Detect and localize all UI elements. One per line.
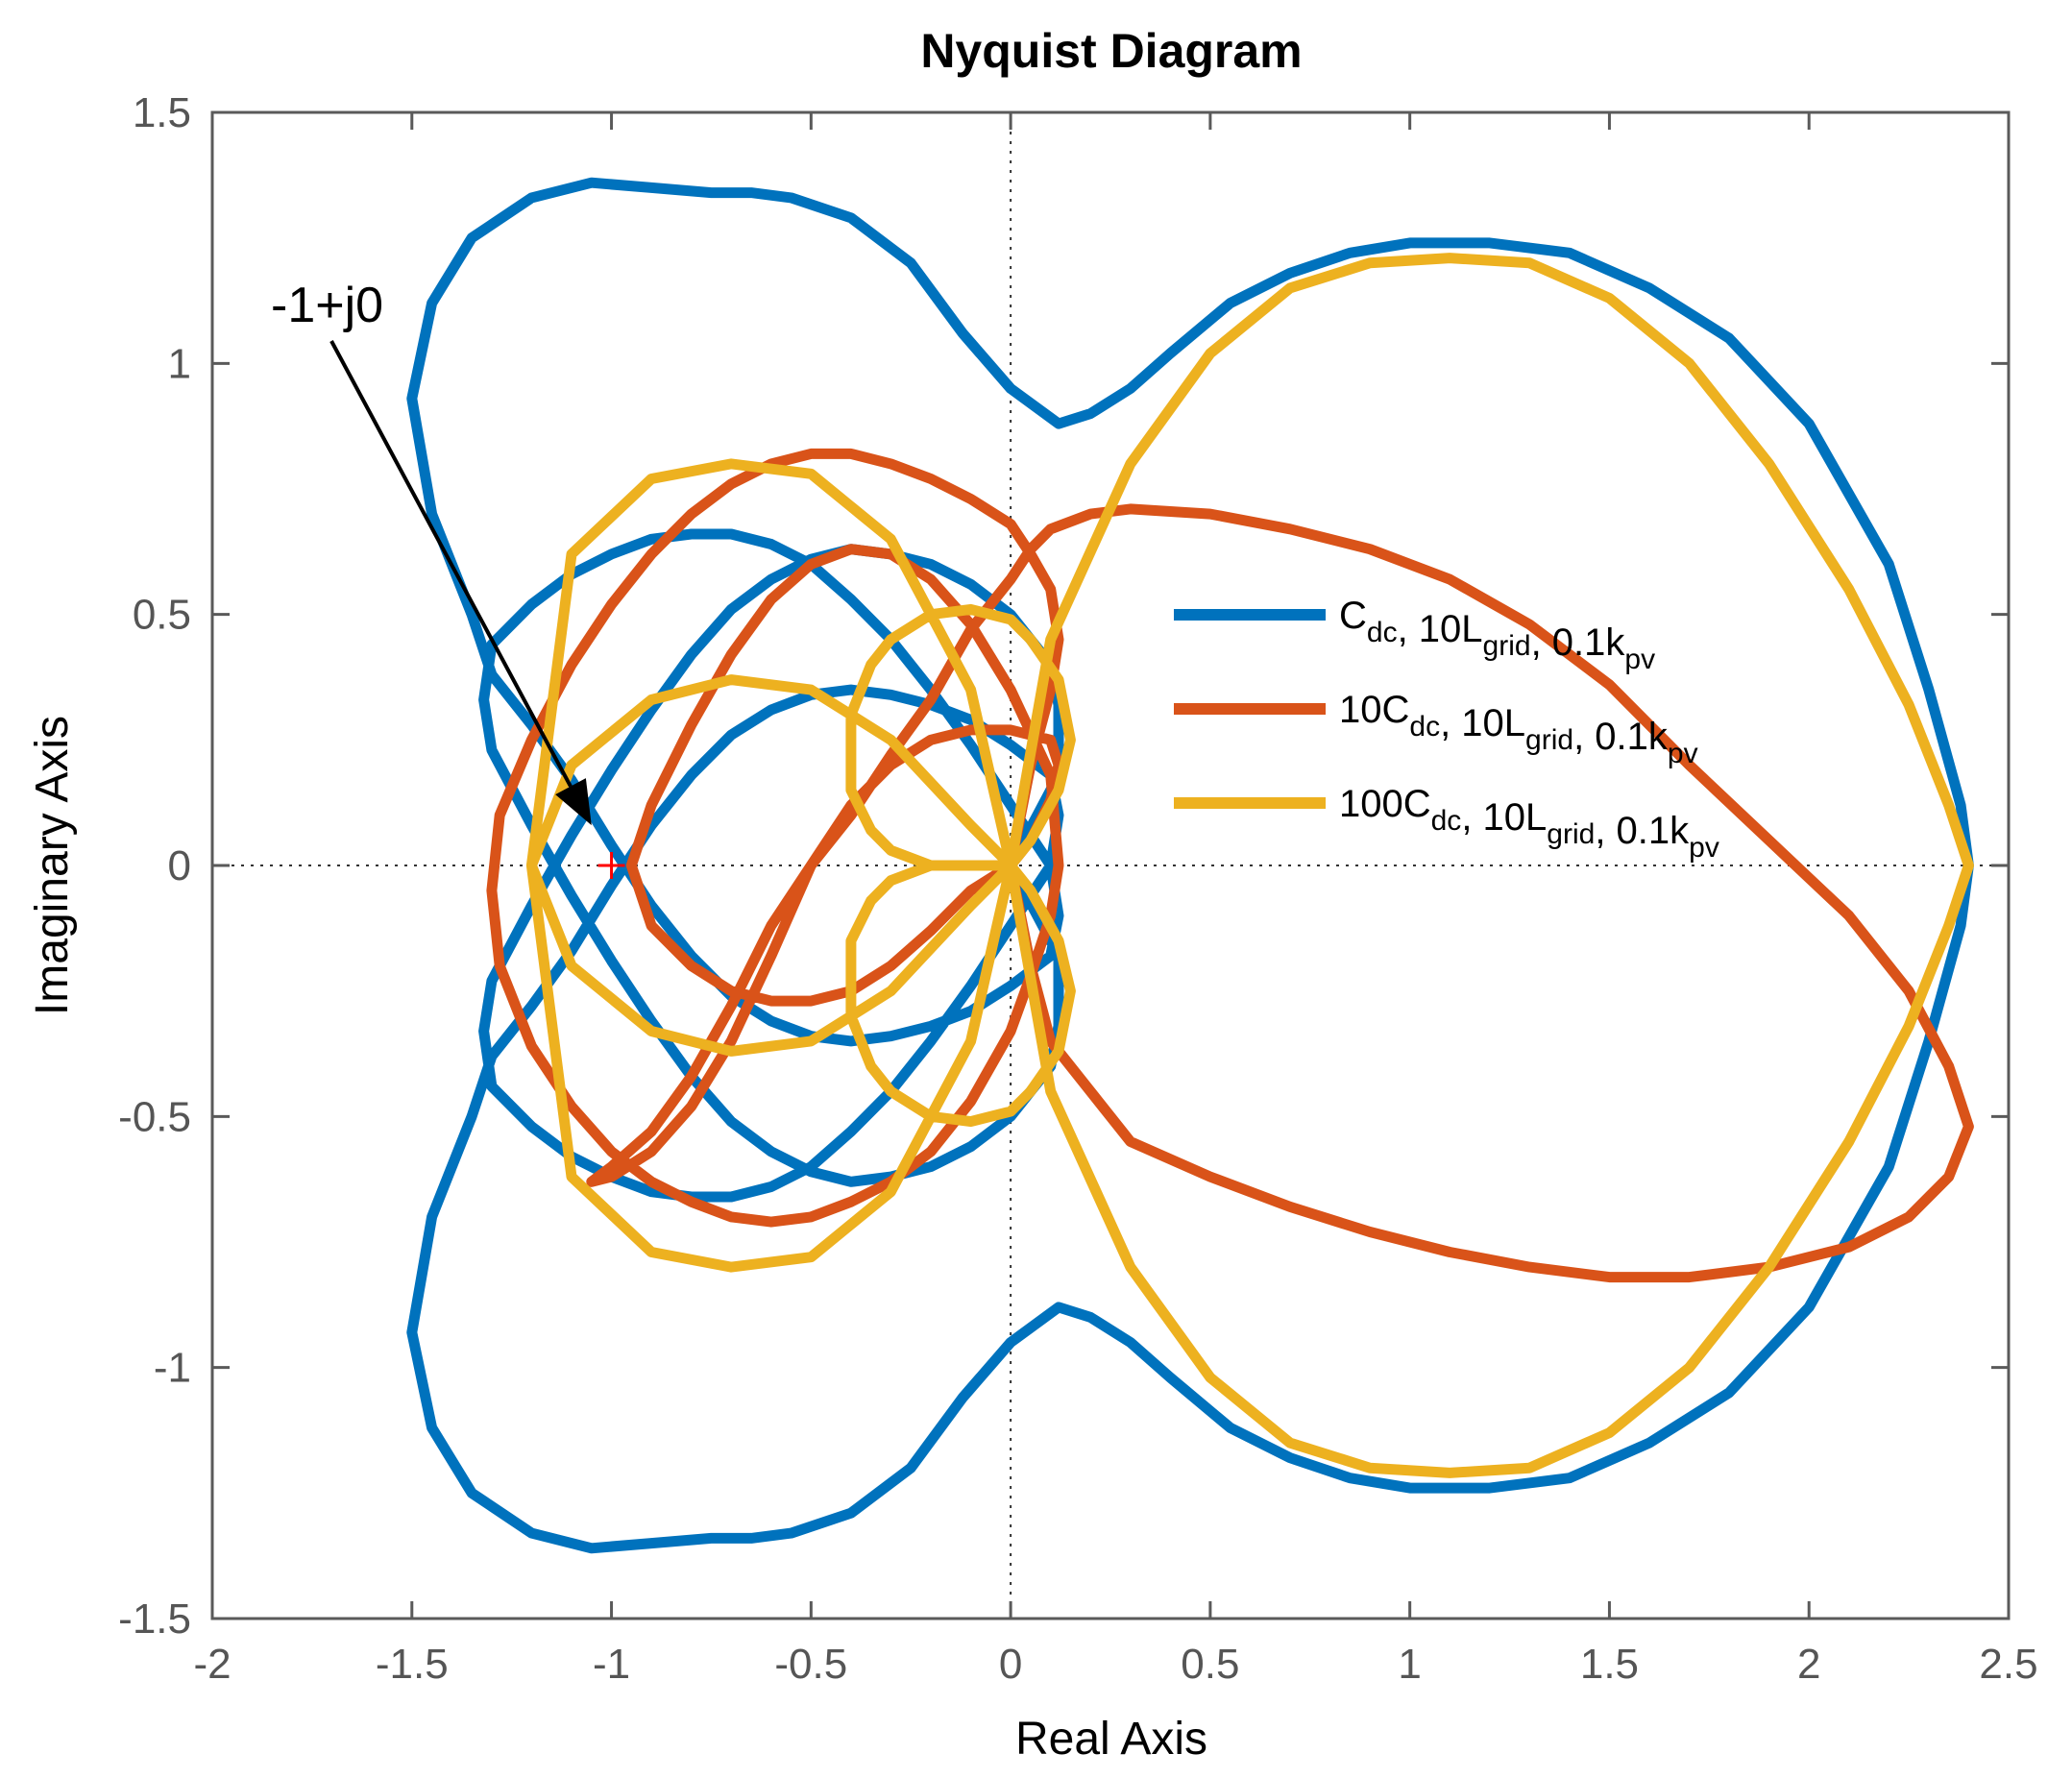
plot-area: -2 -1.5 -1 -0.5 0 0.5 1 1.5 2 2.51.510.50-0.5-1-1… (118, 89, 2037, 1688)
legend-label-1: Cdc, 10Lgrid, 0.1kpv (1339, 595, 1655, 675)
y-tick-label: -1.5 (118, 1595, 191, 1643)
annotation: -1+j0 (271, 278, 592, 826)
chart-title: Nyquist Diagram (920, 24, 1302, 78)
legend-label-3: 100Cdc, 10Lgrid, 0.1kpv (1339, 783, 1719, 864)
annotation-label: -1+j0 (271, 278, 383, 333)
series-line-3 (525, 253, 1974, 1478)
y-tick-label: -0.5 (118, 1093, 191, 1140)
x-tick-label: 2 (1797, 1641, 1820, 1688)
x-tick-label: -2 (193, 1641, 231, 1688)
critical-point-marker (597, 852, 625, 879)
x-tick-label: 1.5 (1580, 1641, 1639, 1688)
legend-label-2: 10Cdc, 10Lgrid, 0.1kpv (1339, 689, 1698, 769)
annotation-arrow-line (329, 340, 573, 788)
tick-marks (210, 110, 2011, 1620)
x-tick-label: -1.5 (376, 1641, 449, 1688)
x-tick-label: -1 (593, 1641, 630, 1688)
legend: Cdc, 10Lgrid, 0.1kpv 10Cdc, 10Lgrid, 0.1k… (1174, 595, 1719, 864)
x-tick-label: -0.5 (774, 1641, 847, 1688)
x-tick-label: 1 (1398, 1641, 1421, 1688)
y-tick-label: 1 (168, 340, 191, 387)
y-axis-label: Imaginary Axis (27, 716, 78, 1015)
y-tick-label: -1 (154, 1345, 191, 1392)
x-axis-label: Real Axis (1015, 1714, 1207, 1765)
annotation-arrow-head (555, 778, 592, 826)
x-tick-label: 0 (999, 1641, 1022, 1688)
tick-labels: -2 -1.5 -1 -0.5 0 0.5 1 1.5 2 2.51.510.50-0.5-1-1… (118, 89, 2037, 1688)
x-tick-label: 2.5 (1979, 1641, 2037, 1688)
x-tick-label: 0.5 (1181, 1641, 1239, 1688)
y-tick-label: 0.5 (133, 592, 191, 639)
y-tick-label: 0 (168, 842, 191, 889)
nyquist-curves (406, 177, 1974, 1554)
y-tick-label: 1.5 (133, 89, 191, 136)
